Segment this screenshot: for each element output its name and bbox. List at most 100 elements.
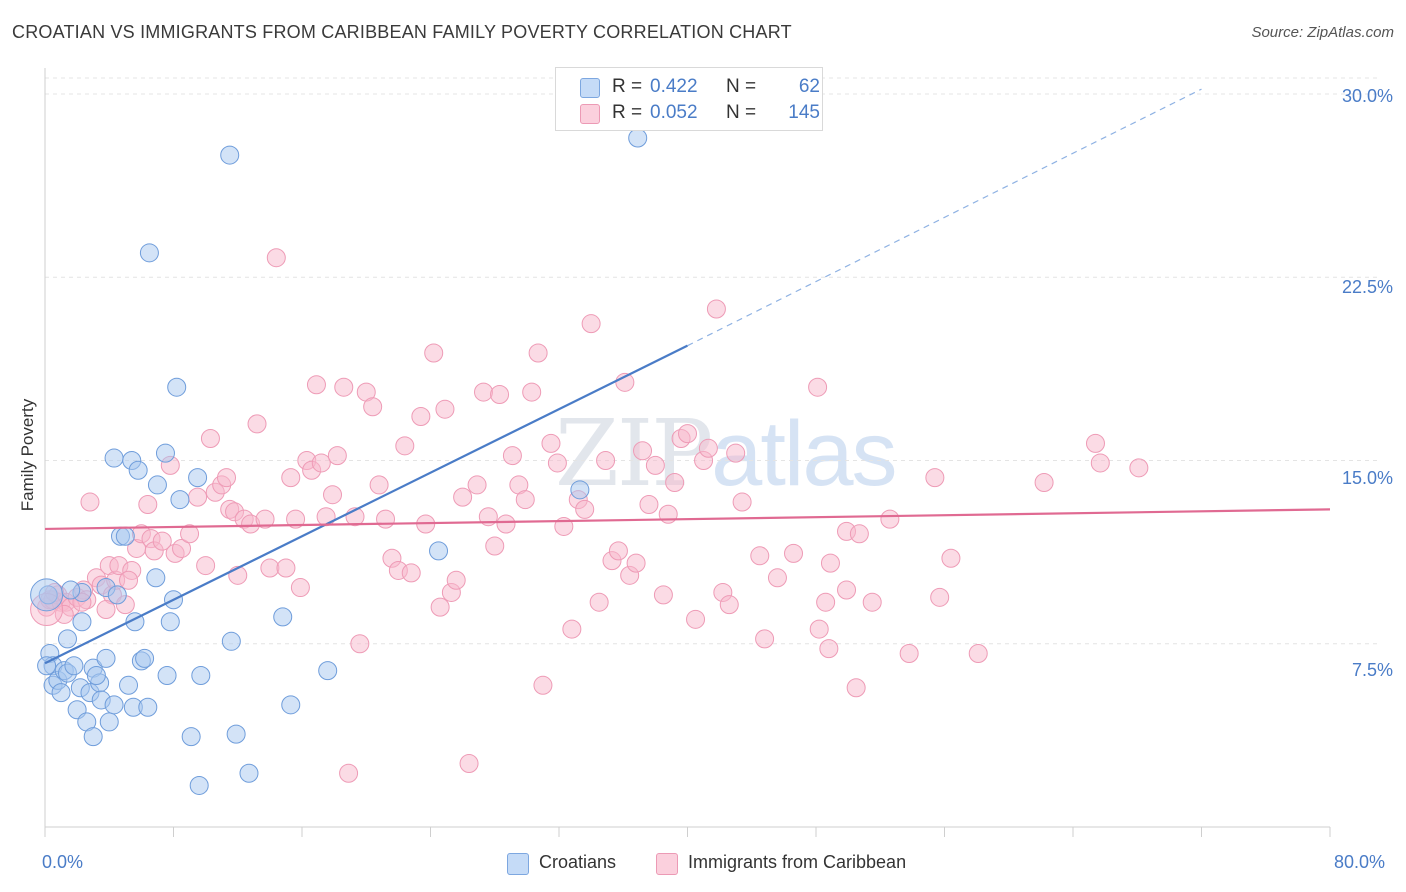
legend-label: Croatians	[539, 852, 617, 872]
data-point	[502, 446, 522, 466]
legend-label: Immigrants from Caribbean	[688, 852, 907, 872]
data-point	[633, 441, 653, 461]
data-point	[401, 563, 421, 583]
legend-swatch	[656, 853, 678, 875]
data-point	[51, 683, 71, 703]
data-point	[750, 546, 770, 566]
data-point	[706, 299, 726, 319]
data-point	[628, 128, 648, 148]
data-point	[180, 524, 200, 544]
data-point	[424, 343, 444, 363]
data-point	[435, 399, 455, 419]
data-point	[645, 455, 665, 475]
data-point	[196, 556, 216, 576]
y-tick-label: 30.0%	[1341, 86, 1393, 106]
data-point	[784, 543, 804, 563]
data-point	[334, 377, 354, 397]
data-point	[581, 314, 601, 334]
data-point	[719, 595, 739, 615]
data-point	[698, 438, 718, 458]
data-point	[138, 697, 158, 717]
legend-n-value: 145	[788, 102, 820, 123]
trend-line-croatians-extension	[687, 88, 1202, 347]
data-point	[99, 712, 119, 732]
trend-line-croatians	[44, 344, 688, 665]
data-point	[147, 475, 167, 495]
data-point	[369, 475, 389, 495]
data-point	[726, 443, 746, 463]
data-point	[608, 541, 628, 561]
data-point	[1129, 458, 1149, 478]
data-point	[528, 343, 548, 363]
y-tick-label: 7.5%	[1351, 660, 1393, 680]
legend-r-label: R =	[612, 102, 643, 123]
data-point	[281, 468, 301, 488]
data-point	[837, 580, 857, 600]
chart-title: CROATIAN VS IMMIGRANTS FROM CARIBBEAN FA…	[12, 22, 792, 42]
x-tick-label: 0.0%	[42, 852, 84, 872]
data-point	[139, 243, 159, 263]
data-point	[570, 480, 590, 500]
y-tick-label: 15.0%	[1341, 468, 1393, 488]
data-point	[191, 666, 211, 686]
data-point	[80, 492, 100, 512]
legend-n-label: N =	[726, 102, 757, 123]
data-point	[273, 607, 293, 627]
data-point	[167, 377, 187, 397]
data-point	[429, 541, 449, 561]
data-point	[247, 414, 267, 434]
data-point	[128, 460, 148, 480]
data-point	[146, 568, 166, 588]
data-point	[589, 592, 609, 612]
data-point	[1090, 453, 1110, 473]
data-point	[188, 487, 208, 507]
source-label: Source: ZipAtlas.com	[1251, 24, 1394, 41]
data-point	[281, 695, 301, 715]
data-point	[86, 666, 106, 686]
data-point	[96, 600, 116, 620]
data-point	[30, 578, 64, 612]
y-tick-label: 22.5%	[1341, 277, 1393, 297]
data-point	[135, 648, 155, 668]
data-point	[200, 429, 220, 449]
legend-swatch	[580, 104, 600, 124]
data-point	[316, 507, 336, 527]
data-point	[816, 592, 836, 612]
data-point	[363, 397, 383, 417]
data-point	[260, 558, 280, 578]
series-croatians-points	[30, 128, 648, 795]
data-point	[306, 375, 326, 395]
data-point	[755, 629, 775, 649]
data-point	[925, 468, 945, 488]
data-point	[172, 538, 192, 558]
data-point	[899, 644, 919, 664]
data-point	[96, 648, 116, 668]
data-point	[533, 675, 553, 695]
data-point	[485, 536, 505, 556]
data-point	[411, 407, 431, 427]
data-point	[255, 509, 275, 529]
legend-r-value: 0.052	[650, 102, 698, 123]
data-point	[1034, 472, 1054, 492]
data-point	[522, 382, 542, 402]
series-caribbean-points	[30, 248, 1149, 783]
data-point	[930, 587, 950, 607]
data-point	[226, 724, 246, 744]
data-point	[767, 568, 787, 588]
data-point	[430, 597, 450, 617]
data-point	[862, 592, 882, 612]
data-point	[115, 526, 135, 546]
data-point	[64, 656, 84, 676]
data-point	[104, 695, 124, 715]
data-point	[61, 580, 81, 600]
legend-swatch	[507, 853, 529, 875]
data-point	[809, 619, 829, 639]
data-point	[846, 678, 866, 698]
trend-lines	[44, 88, 1331, 665]
grid-lines	[45, 77, 1380, 645]
data-point	[819, 639, 839, 659]
data-point	[119, 570, 139, 590]
data-point	[547, 453, 567, 473]
data-point	[820, 553, 840, 573]
